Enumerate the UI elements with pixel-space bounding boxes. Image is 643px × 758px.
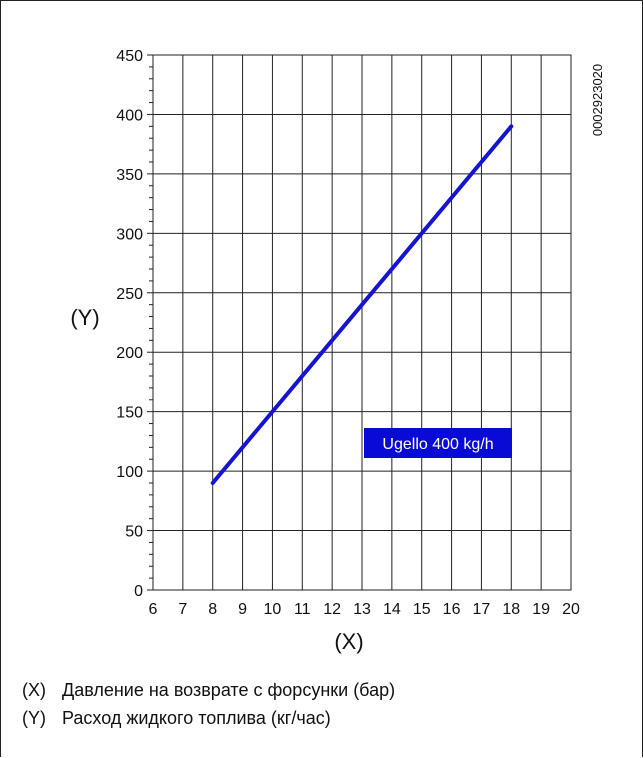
y-tick-label: 350 (116, 167, 143, 184)
legend-x: (X) Давление на возврате с форсунки (бар) (22, 680, 395, 701)
x-tick-label: 16 (443, 601, 461, 618)
x-tick-label: 11 (294, 601, 311, 618)
x-tick-label: 17 (473, 601, 491, 618)
x-tick-label: 13 (353, 601, 371, 618)
series-label-box (364, 428, 512, 458)
y-tick-label: 400 (116, 107, 143, 124)
x-tick-label: 6 (149, 601, 158, 618)
x-tick-label: 9 (238, 601, 247, 618)
x-tick-label: 7 (178, 601, 187, 618)
y-tick-label: 450 (116, 48, 143, 65)
legend-y-key: (Y) (22, 708, 46, 728)
y-tick-label: 300 (116, 226, 143, 243)
legend-y-text: Расход жидкого топлива (кг/час) (62, 708, 331, 728)
x-tick-label: 15 (413, 601, 431, 618)
series-line (210, 124, 514, 485)
x-tick-label: 8 (208, 601, 217, 618)
x-tick-label: 20 (562, 601, 580, 618)
x-axis-label: (X) (334, 629, 363, 654)
y-tick-label: 250 (116, 286, 143, 303)
legend-y: (Y) Расход жидкого топлива (кг/час) (22, 708, 331, 729)
figure-code: 0002923020 (590, 64, 605, 136)
x-tick-label: 12 (323, 601, 341, 618)
series-label: Ugello 400 kg/h (382, 436, 493, 453)
x-tick-label: 10 (264, 601, 282, 618)
x-tick-label: 18 (502, 601, 520, 618)
x-tick-label: 19 (532, 601, 550, 618)
y-axis-label: (Y) (70, 305, 99, 330)
y-tick-label: 100 (116, 464, 143, 481)
y-tick-label: 200 (116, 345, 143, 362)
y-tick-label: 0 (134, 583, 143, 600)
y-tick-label: 50 (125, 524, 143, 541)
legend-x-text: Давление на возврате с форсунки (бар) (62, 680, 396, 700)
y-tick-label: 150 (116, 405, 143, 422)
x-tick-label: 14 (383, 601, 401, 618)
legend-x-key: (X) (22, 680, 46, 700)
